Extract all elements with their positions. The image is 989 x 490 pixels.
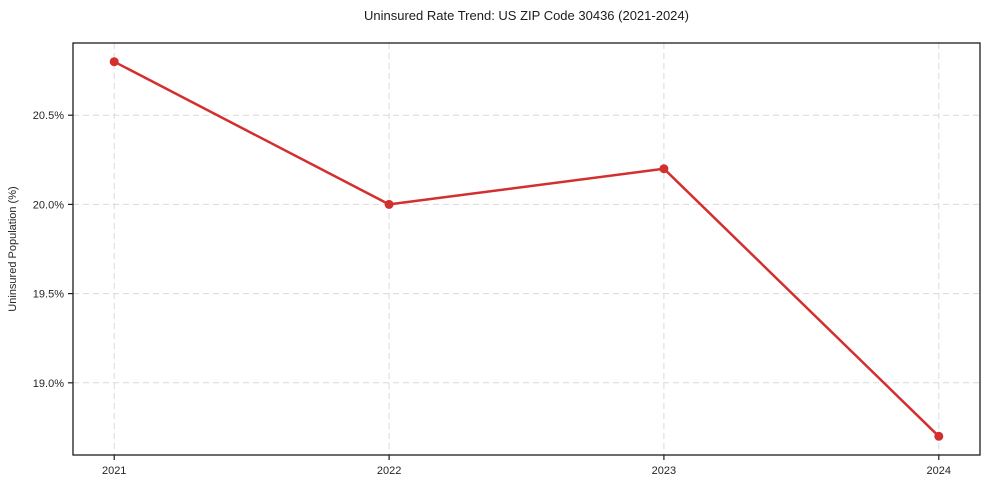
x-tick-label: 2022 [377,465,401,477]
y-tick-label: 20.5% [33,110,64,122]
data-point-marker [109,57,119,67]
data-point-marker [934,431,944,441]
data-point-marker [659,164,669,174]
y-tick-label: 20.0% [33,199,64,211]
plot-border [72,42,981,456]
data-point-marker [384,199,394,209]
trend-line [112,60,941,438]
x-tick-label: 2024 [927,465,951,477]
x-tick-label: 2023 [652,465,676,477]
chart-title: Uninsured Rate Trend: US ZIP Code 30436 … [364,8,689,23]
y-tick-label: 19.5% [33,289,64,301]
x-tick-label: 2021 [102,465,126,477]
y-tick-label: 19.0% [33,378,64,390]
